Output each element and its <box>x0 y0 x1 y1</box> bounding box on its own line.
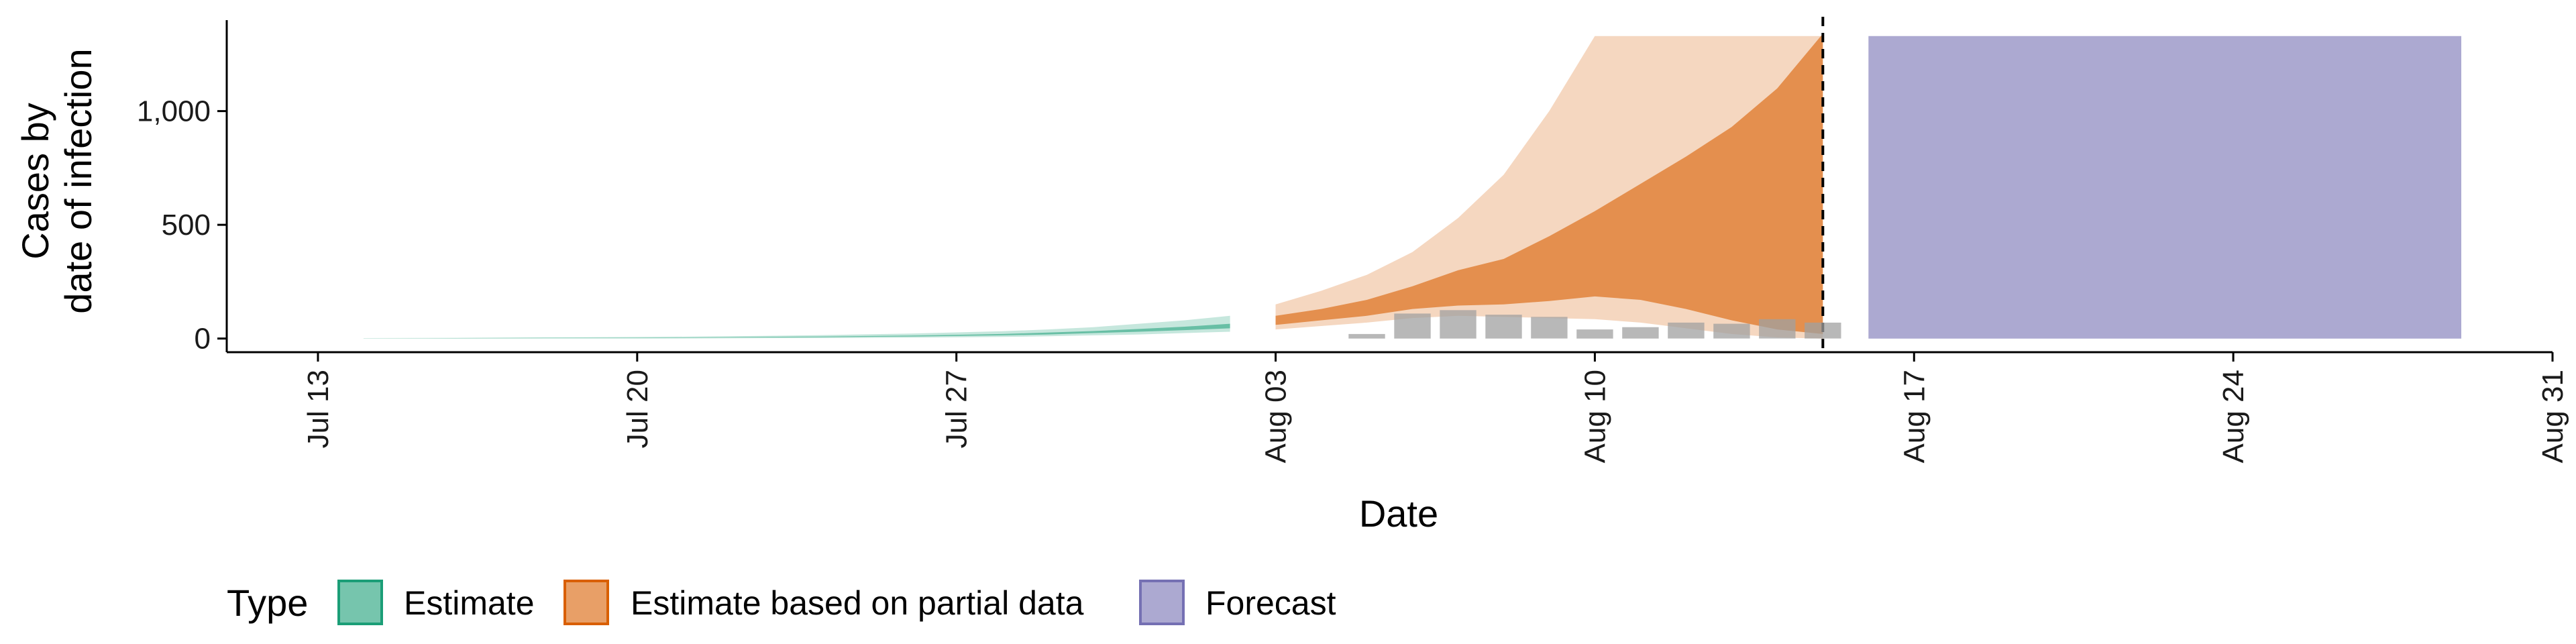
y-axis-title-line-1: Cases by <box>14 103 56 259</box>
reported-cases-bar <box>1485 315 1522 339</box>
y-axis-title-line-2: date of infection <box>57 48 99 313</box>
y-tick-label: 500 <box>162 209 211 241</box>
legend-swatch-estimate-partial <box>564 580 609 625</box>
legend-label-estimate: Estimate <box>404 584 535 622</box>
x-tick-label: Jul 13 <box>302 370 335 448</box>
reported-cases-bar <box>1440 310 1477 339</box>
reported-cases-bar <box>1622 327 1659 339</box>
forecast-band <box>1868 36 2461 339</box>
x-tick-label: Aug 17 <box>1898 370 1931 463</box>
x-tick-label: Aug 24 <box>2217 370 2250 463</box>
reported-cases-bar <box>1576 329 1613 339</box>
legend-title: Type <box>227 582 308 624</box>
x-tick-label: Aug 10 <box>1578 370 1611 463</box>
reported-cases-bar <box>1531 317 1568 339</box>
plot-area <box>363 17 2461 352</box>
legend: Type Estimate Estimate based on partial … <box>227 580 1336 625</box>
x-axis-title: Date <box>1359 492 1438 535</box>
x-tick-label: Jul 20 <box>621 370 654 448</box>
x-tick-label: Aug 03 <box>1260 370 1293 463</box>
reported-cases-bar <box>1348 333 1385 339</box>
reported-cases-bar <box>1668 322 1705 339</box>
reported-cases-bar <box>1394 313 1431 339</box>
legend-label-forecast: Forecast <box>1205 584 1336 622</box>
reported-cases-bar <box>1805 322 1841 339</box>
reported-cases-bar <box>1713 323 1750 339</box>
legend-swatch-estimate <box>337 580 383 625</box>
partial-inner-band <box>1275 34 1823 334</box>
y-axis-title: Cases by date of infection <box>14 48 99 313</box>
ticks: 0 500 1,000 Jul 13 Jul 20 Jul 27 Aug 03 Aug 10 A… <box>137 95 2569 464</box>
estimate-outer-band <box>363 315 1230 339</box>
reported-cases-bars <box>1348 310 1841 339</box>
x-tick-label: Aug 31 <box>2536 370 2569 463</box>
y-tick-label: 0 <box>195 323 211 356</box>
legend-label-estimate-partial: Estimate based on partial data <box>631 584 1084 622</box>
reported-cases-bar <box>1759 319 1796 339</box>
x-tick-label: Jul 27 <box>941 370 973 448</box>
legend-swatch-forecast <box>1139 580 1185 625</box>
estimate-inner-band <box>363 323 1230 339</box>
axes <box>225 20 2553 354</box>
y-tick-label: 1,000 <box>137 95 211 128</box>
